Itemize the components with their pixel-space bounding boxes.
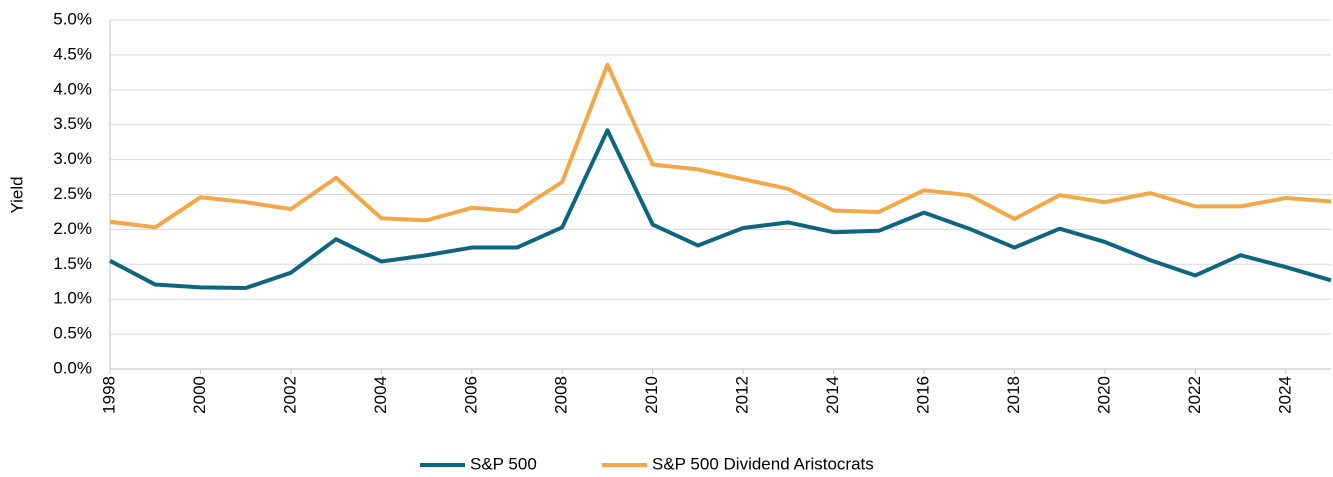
x-tick-label: 2018	[1004, 376, 1023, 414]
x-tick-label: 2008	[552, 376, 571, 414]
x-tick-label: 1998	[99, 376, 118, 414]
y-tick-label: 0.5%	[53, 324, 92, 343]
y-tick-label: 0.0%	[53, 358, 92, 377]
y-tick-label: 2.5%	[53, 184, 92, 203]
y-tick-label: 4.0%	[53, 79, 92, 98]
y-tick-label: 1.5%	[53, 254, 92, 273]
y-tick-label: 5.0%	[53, 9, 92, 28]
y-tick-label: 3.5%	[53, 114, 92, 133]
legend-label: S&P 500	[470, 454, 537, 473]
x-tick-label: 2022	[1185, 376, 1204, 414]
x-tick-label: 2000	[190, 376, 209, 414]
y-tick-label: 2.0%	[53, 219, 92, 238]
x-tick-label: 2010	[642, 376, 661, 414]
x-tick-label: 2016	[913, 376, 932, 414]
y-axis-label: Yield	[7, 176, 26, 213]
x-tick-label: 2004	[371, 376, 390, 414]
x-tick-label: 2014	[823, 376, 842, 414]
series-line	[109, 62, 1332, 230]
legend-label: S&P 500 Dividend Aristocrats	[652, 454, 874, 473]
x-tick-label: 2002	[280, 376, 299, 414]
y-tick-label: 3.0%	[53, 149, 92, 168]
x-tick-label: 2020	[1094, 376, 1113, 414]
y-tick-label: 4.5%	[53, 44, 92, 63]
x-tick-label: 2006	[461, 376, 480, 414]
y-tick-label: 1.0%	[53, 289, 92, 308]
series-line	[109, 128, 1332, 291]
x-tick-label: 2012	[733, 376, 752, 414]
x-tick-label: 2024	[1275, 376, 1294, 414]
